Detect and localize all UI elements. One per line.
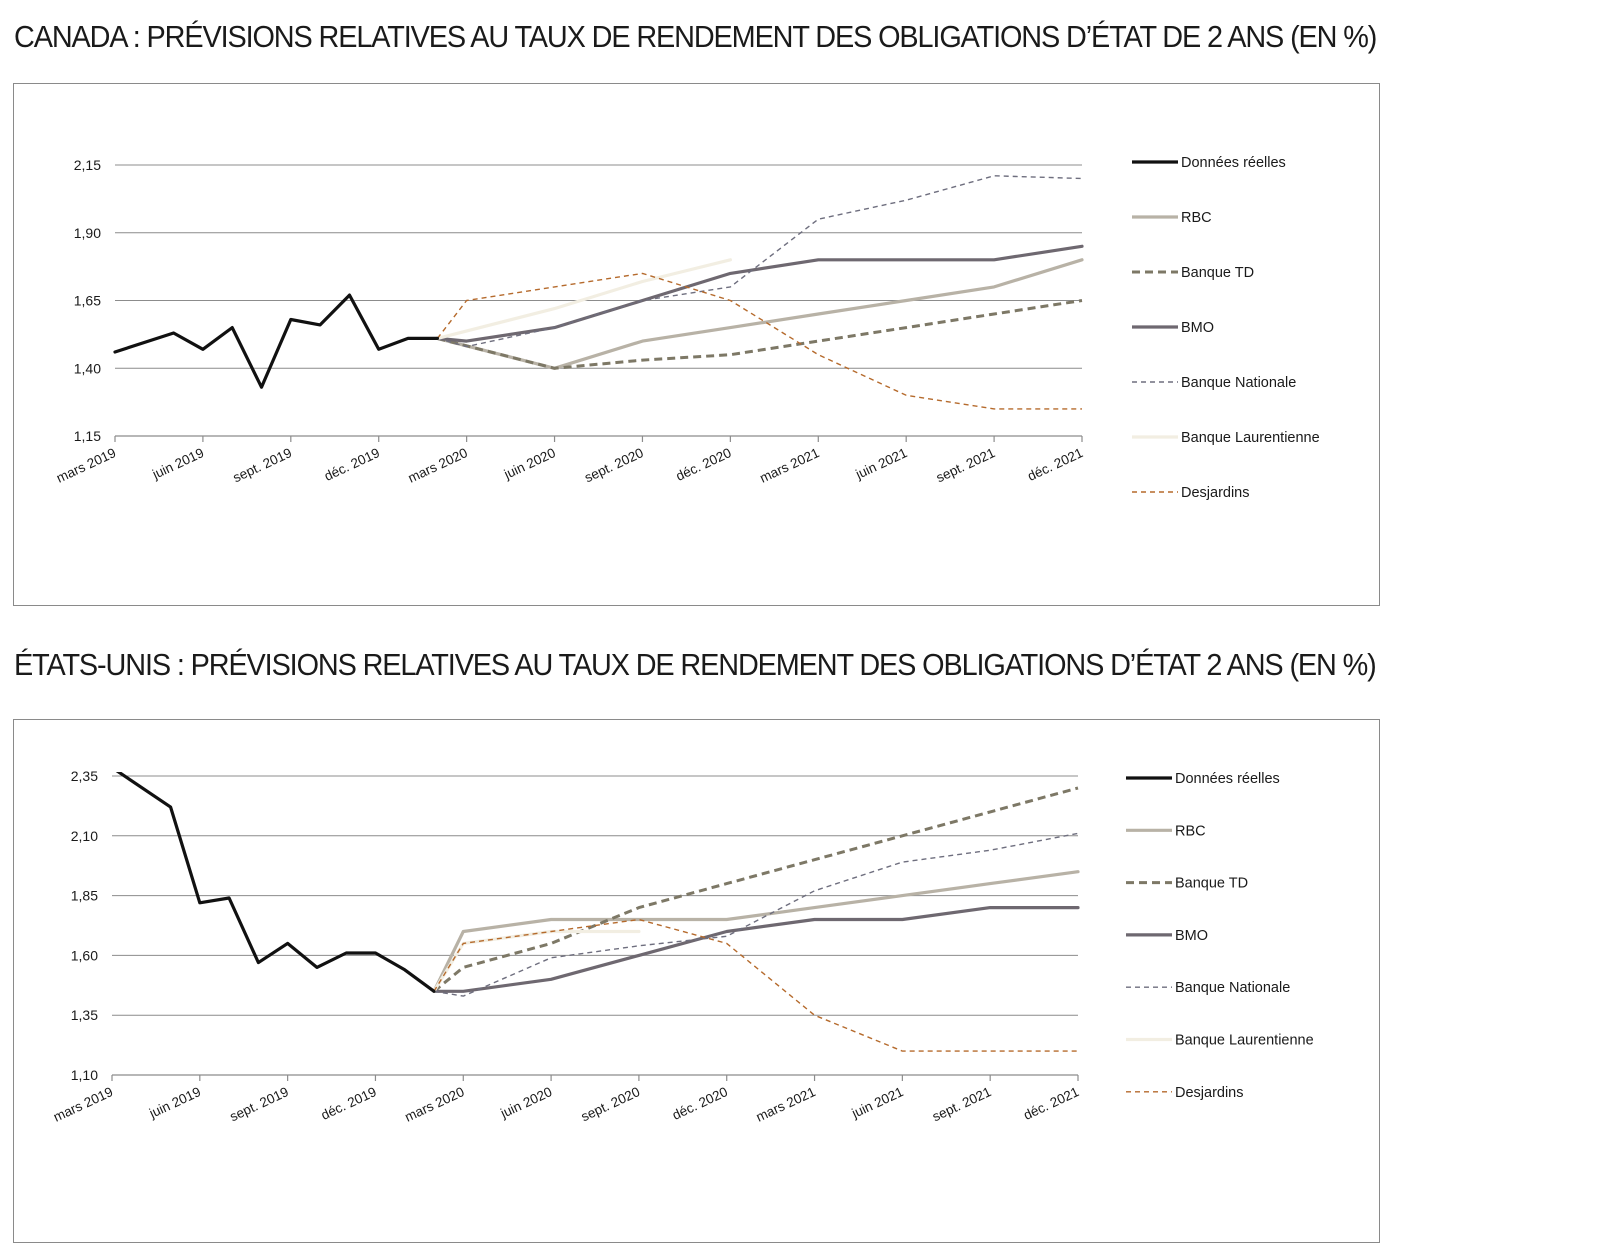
legend-label: Banque Nationale xyxy=(1181,375,1296,391)
legend-label: BMO xyxy=(1175,928,1208,944)
legend-label: Banque Laurentienne xyxy=(1175,1033,1314,1049)
series-line-rbc xyxy=(435,258,1084,370)
series-line-desjardins xyxy=(433,918,1078,1052)
y-tick-label: 2,15 xyxy=(74,157,101,173)
x-tick-label: juin 2019 xyxy=(146,1084,203,1121)
y-tick-label: 1,60 xyxy=(71,947,98,963)
x-tick-label: juin 2020 xyxy=(501,445,558,482)
legend-label: Banque Laurentienne xyxy=(1181,430,1320,446)
x-tick-label: déc. 2019 xyxy=(319,1084,379,1123)
legend-label: Données réelles xyxy=(1175,771,1280,787)
series-line-banque-nationale xyxy=(433,832,1079,997)
series-line-banque-td xyxy=(437,299,1083,370)
y-tick-label: 1,85 xyxy=(71,888,98,904)
x-tick-label: mars 2021 xyxy=(754,1084,818,1125)
series-line-donnees-reelles xyxy=(115,772,436,993)
x-tick-label: sept. 2019 xyxy=(227,1084,290,1124)
series-line-banque-nationale xyxy=(437,175,1083,348)
x-tick-label: mars 2020 xyxy=(406,445,470,486)
legend-label: BMO xyxy=(1181,320,1214,336)
x-tick-label: sept. 2020 xyxy=(582,445,645,485)
x-tick-label: mars 2020 xyxy=(402,1084,466,1125)
chart-title-usa: ÉTATS-UNIS : PRÉVISIONS RELATIVES AU TAU… xyxy=(14,647,1377,682)
legend-label: Banque TD xyxy=(1181,265,1254,281)
y-tick-label: 1,40 xyxy=(74,360,101,376)
y-tick-label: 2,10 xyxy=(71,828,98,844)
x-tick-label: mars 2019 xyxy=(51,1084,115,1125)
x-tick-label: sept. 2020 xyxy=(579,1084,642,1124)
chart-canada-plot: 1,15 1,40 1,65 1,90 2,15 mars 2019 juin 2019 se… xyxy=(54,155,1320,501)
legend-label: Desjardins xyxy=(1175,1085,1244,1101)
chart-title-canada: CANADA : PRÉVISIONS RELATIVES AU TAUX DE… xyxy=(14,19,1377,54)
y-tick-label: 1,35 xyxy=(71,1007,98,1023)
y-tick-label: 1,15 xyxy=(74,428,101,444)
x-tick-label: juin 2021 xyxy=(849,1084,906,1121)
chart-usa-plot: 1,10 1,35 1,60 1,85 2,10 2,35 mars 2019 juin 20… xyxy=(51,768,1314,1125)
x-tick-label: mars 2019 xyxy=(54,445,118,486)
legend-label: RBC xyxy=(1175,823,1206,839)
x-tick-label: sept. 2019 xyxy=(231,445,294,485)
x-tick-label: juin 2020 xyxy=(497,1084,554,1121)
x-tick-label: sept. 2021 xyxy=(934,445,997,485)
y-tick-label: 2,35 xyxy=(71,768,98,784)
x-tick-label: déc. 2021 xyxy=(1021,1084,1081,1123)
x-tick-label: déc. 2019 xyxy=(322,445,382,484)
series-line-banque-laurentienne xyxy=(435,258,733,340)
chart-usa: 1,10 1,35 1,60 1,85 2,10 2,35 mars 2019 juin 20… xyxy=(13,719,1380,1243)
series-line-bmo xyxy=(435,244,1084,343)
y-tick-label: 1,65 xyxy=(74,293,101,309)
series-line-banque-td xyxy=(433,786,1079,993)
x-tick-label: mars 2021 xyxy=(757,445,821,486)
legend-label: Banque Nationale xyxy=(1175,980,1290,996)
series-line-donnees-reelles xyxy=(113,293,439,389)
x-tick-label: déc. 2021 xyxy=(1025,445,1085,484)
y-tick-label: 1,90 xyxy=(74,225,101,241)
series-line-desjardins xyxy=(436,272,1082,410)
chart-canada: 1,15 1,40 1,65 1,90 2,15 mars 2019 juin 2019 se… xyxy=(13,83,1380,606)
series-line-rbc xyxy=(432,870,1080,993)
series-line-bmo xyxy=(432,906,1080,993)
y-tick-label: 1,10 xyxy=(71,1067,98,1083)
x-tick-label: sept. 2021 xyxy=(930,1084,993,1124)
legend-label: Banque TD xyxy=(1175,876,1248,892)
x-tick-label: juin 2021 xyxy=(853,445,910,482)
x-tick-label: juin 2019 xyxy=(149,445,206,482)
x-tick-label: déc. 2020 xyxy=(674,445,734,484)
x-tick-label: déc. 2020 xyxy=(670,1084,730,1123)
legend-label: Desjardins xyxy=(1181,485,1250,501)
legend-label: Données réelles xyxy=(1181,155,1286,171)
legend-label: RBC xyxy=(1181,210,1212,226)
